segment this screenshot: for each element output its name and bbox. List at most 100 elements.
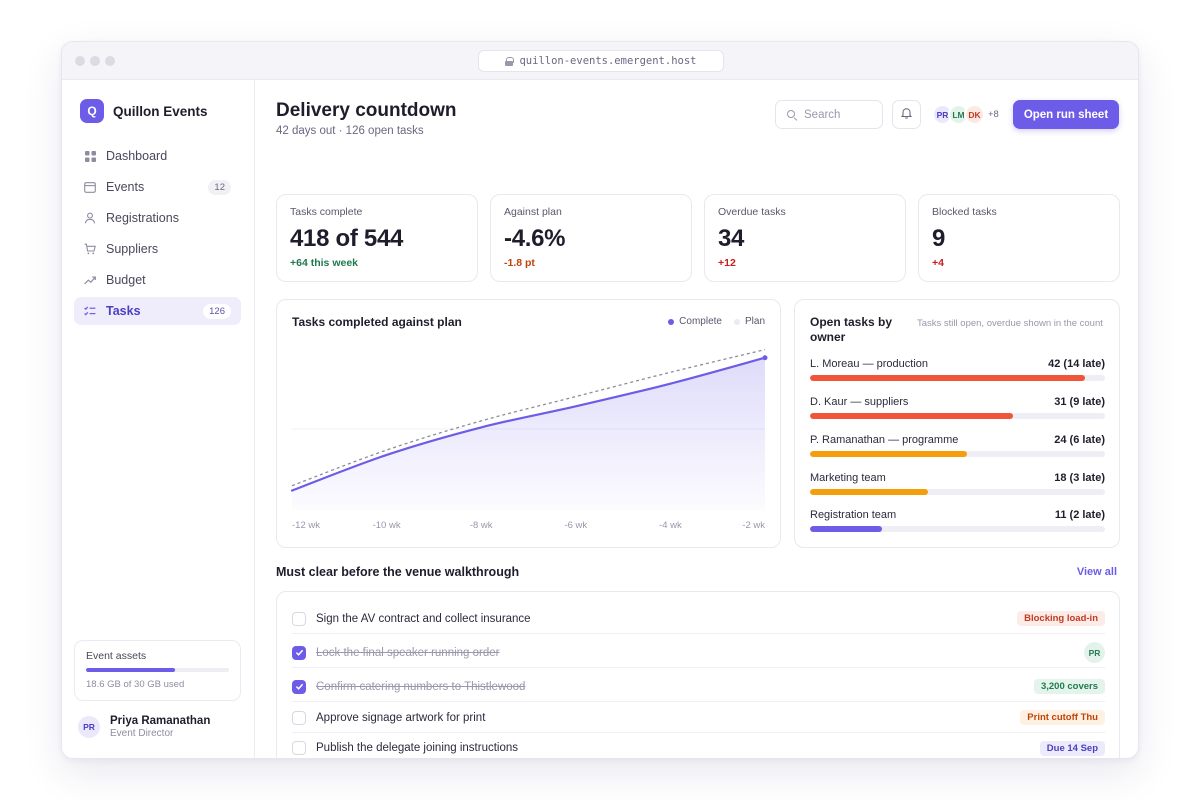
search-placeholder: Search xyxy=(804,108,841,121)
status-badge: Print cutoff Thu xyxy=(1020,710,1105,725)
list-item[interactable]: Sign the AV contract and collect insuran… xyxy=(292,604,1105,634)
lock-icon xyxy=(505,56,515,66)
owner-bar xyxy=(810,489,1105,495)
brand[interactable]: Q Quillon Events xyxy=(80,99,208,123)
team-avatars[interactable]: PR LM DK +8 xyxy=(932,104,999,125)
owner-row[interactable]: L. Moreau — production 42 (14 late) xyxy=(810,358,1105,381)
task-checkbox[interactable] xyxy=(292,710,306,725)
sidebar-item-tasks[interactable]: Tasks 126 xyxy=(74,297,241,325)
owner-label: Marketing team xyxy=(810,472,886,484)
stat-value: 418 of 544 xyxy=(290,225,404,252)
stat-delta: +64 this week xyxy=(290,257,358,269)
avatar: PR xyxy=(1084,642,1105,663)
stat-value: 9 xyxy=(932,225,946,252)
sidebar: Q Quillon Events Dashboard Events 12 xyxy=(62,80,255,758)
check-icon xyxy=(295,683,303,690)
sidebar-item-events[interactable]: Events 12 xyxy=(74,173,241,201)
owner-row[interactable]: D. Kaur — suppliers 31 (9 late) xyxy=(810,396,1105,419)
owner-count: 24 (6 late) xyxy=(1054,434,1105,446)
x-tick-label: -2 wk xyxy=(742,520,765,531)
tasks-vs-plan-chart: -12 wk -10 wk -8 wk -6 wk -4 wk -2 wk xyxy=(290,348,768,531)
brand-name: Quillon Events xyxy=(113,103,208,119)
owner-bar-fill xyxy=(810,526,883,532)
owner-bar xyxy=(810,375,1105,381)
x-tick-label: -12 wk xyxy=(292,520,320,531)
open-run-sheet-button[interactable]: Open run sheet xyxy=(1013,100,1119,129)
cart-icon xyxy=(84,243,96,255)
stat-card-blocked-tasks: Blocked tasks 9 +4 xyxy=(918,194,1120,282)
stat-value: -4.6% xyxy=(504,225,566,252)
owner-row[interactable]: P. Ramanathan — programme 24 (6 late) xyxy=(810,434,1105,457)
chart-legend: Complete Plan xyxy=(668,316,765,327)
owner-bar-fill xyxy=(810,489,928,495)
task-checkbox[interactable] xyxy=(292,741,306,755)
walkthrough-checklist: Sign the AV contract and collect insuran… xyxy=(276,591,1120,758)
stat-delta: +4 xyxy=(932,257,944,269)
event-assets-title: Event assets xyxy=(86,650,147,662)
sidebar-item-dashboard[interactable]: Dashboard xyxy=(74,142,241,170)
chart-title: Tasks completed against plan xyxy=(292,315,462,329)
sidebar-item-label: Events xyxy=(106,180,145,194)
user-role: Event Director xyxy=(110,728,174,739)
owners-title: Open tasks by owner xyxy=(810,315,893,344)
window-close-dot[interactable] xyxy=(75,56,85,66)
window-maximize-dot[interactable] xyxy=(105,56,115,66)
owner-row[interactable]: Registration team 11 (2 late) xyxy=(810,509,1105,532)
browser-window: quillon-events.emergent.host Q Quillon E… xyxy=(61,41,1139,759)
owner-row[interactable]: Marketing team 18 (3 late) xyxy=(810,472,1105,495)
event-assets-panel[interactable]: Event assets 18.6 GB of 30 GB used xyxy=(74,640,241,701)
list-item[interactable]: Lock the final speaker running order PR xyxy=(292,638,1105,668)
storage-progress-bar xyxy=(86,668,229,672)
notifications-button[interactable] xyxy=(892,100,921,129)
window-minimize-dot[interactable] xyxy=(90,56,100,66)
stat-delta: -1.8 pt xyxy=(504,257,535,269)
search-input[interactable]: Search xyxy=(775,100,883,129)
status-badge: 3,200 covers xyxy=(1033,679,1105,694)
status-badge: Due 14 Sep xyxy=(1039,740,1105,756)
page-subtitle: 42 days out · 126 open tasks xyxy=(276,125,424,137)
sidebar-item-label: Budget xyxy=(106,273,146,287)
task-checkbox[interactable] xyxy=(292,611,306,626)
bell-icon xyxy=(900,106,913,124)
x-tick-label: -8 wk xyxy=(470,520,493,531)
stat-card-overdue-tasks: Overdue tasks 34 +12 xyxy=(704,194,906,282)
user-profile[interactable]: PR Priya Ramanathan Event Director xyxy=(78,715,210,739)
task-text: Sign the AV contract and collect insuran… xyxy=(316,612,531,625)
avatars-more-count[interactable]: +8 xyxy=(988,109,999,120)
sidebar-item-label: Dashboard xyxy=(106,149,168,163)
list-item[interactable]: Confirm catering numbers to Thistlewood … xyxy=(292,672,1105,702)
legend-swatch-complete xyxy=(668,318,675,325)
search-icon xyxy=(787,109,797,120)
stat-value: 34 xyxy=(718,225,745,252)
sidebar-item-suppliers[interactable]: Suppliers xyxy=(74,235,241,263)
sidebar-item-registrations[interactable]: Registrations xyxy=(74,204,241,232)
task-checkbox[interactable] xyxy=(292,679,306,694)
series-complete-area xyxy=(292,357,765,510)
person-icon xyxy=(84,212,96,224)
stat-label: Blocked tasks xyxy=(932,206,997,218)
owner-bar xyxy=(810,451,1105,457)
list-item[interactable]: Approve signage artwork for print Print … xyxy=(292,703,1105,733)
view-all-link[interactable]: View all xyxy=(1076,566,1117,578)
list-item[interactable]: Publish the delegate joining instruction… xyxy=(292,733,1105,758)
sidebar-item-label: Tasks xyxy=(106,304,141,318)
owner-count: 42 (14 late) xyxy=(1048,358,1105,370)
grid-icon xyxy=(84,150,96,162)
storage-usage-text: 18.6 GB of 30 GB used xyxy=(86,679,185,690)
series-complete-last-point xyxy=(762,355,768,361)
owner-bar-fill xyxy=(810,451,968,457)
sidebar-item-label: Suppliers xyxy=(106,242,159,256)
owner-count: 11 (2 late) xyxy=(1054,509,1105,521)
calendar-icon xyxy=(84,181,96,193)
user-name: Priya Ramanathan xyxy=(110,715,211,727)
sidebar-item-budget[interactable]: Budget xyxy=(74,266,241,294)
x-tick-label: -4 wk xyxy=(659,520,682,531)
series-plan-line xyxy=(291,348,766,487)
address-bar[interactable]: quillon-events.emergent.host xyxy=(478,50,724,72)
trend-icon xyxy=(84,274,96,286)
legend-item-plan: Plan xyxy=(733,316,765,327)
legend-item-complete: Complete xyxy=(668,316,722,327)
task-checkbox[interactable] xyxy=(292,645,306,660)
owner-label: P. Ramanathan — programme xyxy=(810,434,959,446)
avatar[interactable]: DK xyxy=(964,104,985,125)
